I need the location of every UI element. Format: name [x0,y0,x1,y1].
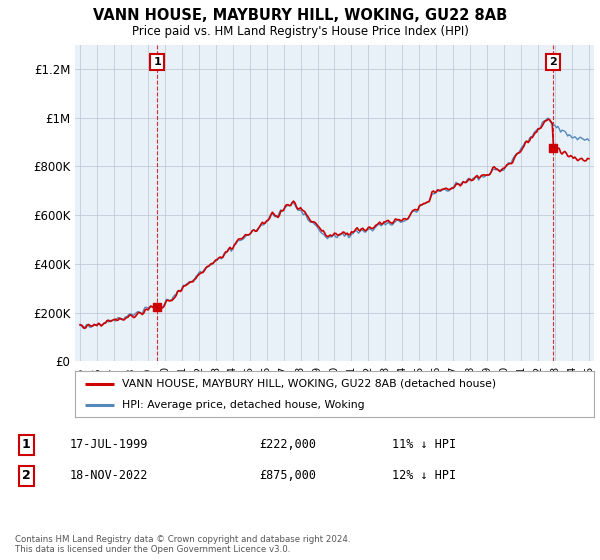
Text: 11% ↓ HPI: 11% ↓ HPI [392,438,456,451]
Text: VANN HOUSE, MAYBURY HILL, WOKING, GU22 8AB: VANN HOUSE, MAYBURY HILL, WOKING, GU22 8… [93,8,507,24]
Text: 18-NOV-2022: 18-NOV-2022 [70,469,148,483]
Text: 2: 2 [22,469,31,483]
Text: Contains HM Land Registry data © Crown copyright and database right 2024.
This d: Contains HM Land Registry data © Crown c… [15,535,350,554]
Text: 1: 1 [22,438,31,451]
Text: 12% ↓ HPI: 12% ↓ HPI [392,469,456,483]
Text: Price paid vs. HM Land Registry's House Price Index (HPI): Price paid vs. HM Land Registry's House … [131,25,469,38]
Text: £222,000: £222,000 [260,438,317,451]
Text: £875,000: £875,000 [260,469,317,483]
Text: VANN HOUSE, MAYBURY HILL, WOKING, GU22 8AB (detached house): VANN HOUSE, MAYBURY HILL, WOKING, GU22 8… [122,379,496,389]
Text: 2: 2 [549,57,557,67]
Text: 1: 1 [153,57,161,67]
Text: 17-JUL-1999: 17-JUL-1999 [70,438,148,451]
Text: HPI: Average price, detached house, Woking: HPI: Average price, detached house, Woki… [122,400,364,410]
